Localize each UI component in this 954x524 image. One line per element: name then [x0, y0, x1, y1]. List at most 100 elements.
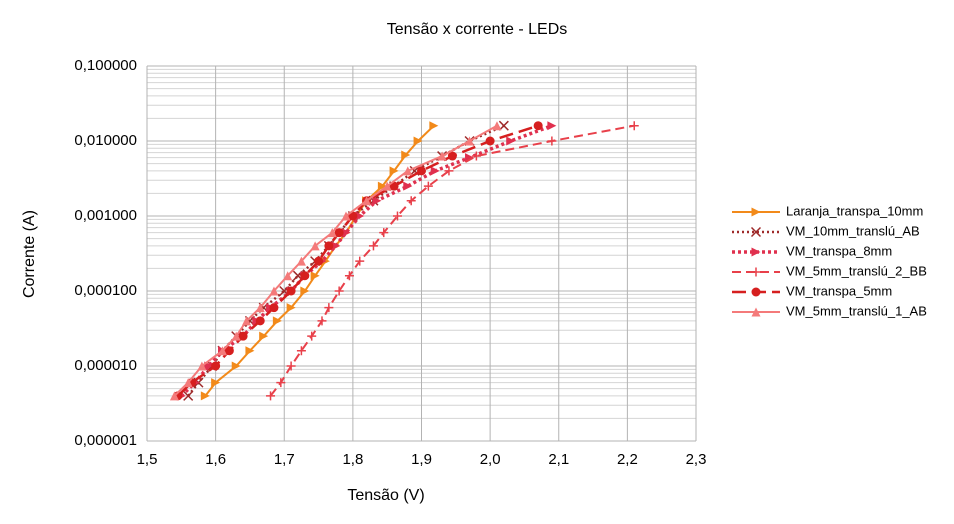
marker: [413, 136, 423, 146]
marker: [377, 181, 387, 191]
marker: [547, 121, 557, 131]
marker: [200, 391, 210, 401]
legend-label: VM_10mm_translú_AB: [786, 223, 920, 238]
marker: [211, 378, 221, 388]
marker: [401, 150, 411, 160]
x-tick-label: 1,7: [274, 451, 295, 468]
marker: [331, 241, 341, 251]
marker: [197, 361, 207, 371]
marker: [276, 378, 286, 388]
x-tick-label: 1,6: [205, 451, 226, 468]
x-axis-title: Tensão (V): [347, 487, 424, 504]
marker: [406, 196, 416, 206]
legend-label: VM_transpa_8mm: [786, 243, 892, 258]
marker: [272, 316, 282, 326]
marker: [751, 267, 761, 277]
marker: [506, 136, 516, 146]
marker: [430, 166, 440, 176]
marker: [341, 228, 351, 238]
marker: [498, 120, 509, 131]
marker: [310, 271, 320, 281]
x-tick-label: 2,1: [548, 451, 569, 468]
chart-title: Tensão x corrente - LEDs: [387, 21, 568, 38]
x-tick-label: 2,2: [617, 451, 638, 468]
marker: [465, 136, 475, 146]
marker: [269, 303, 279, 313]
legend-item: VM_transpa_5mm: [732, 283, 892, 298]
series-line: [173, 124, 498, 397]
legend-item: VM_5mm_translú_2_BB: [732, 263, 927, 278]
marker: [255, 316, 265, 326]
marker: [231, 361, 241, 371]
legend-label: Laranja_transpa_10mm: [786, 203, 923, 218]
marker: [183, 390, 194, 401]
marker: [389, 166, 399, 176]
marker: [283, 271, 293, 281]
marker: [217, 346, 227, 356]
legend-label: VM_5mm_translú_2_BB: [786, 263, 927, 278]
marker: [300, 286, 310, 296]
marker: [368, 241, 378, 251]
y-tick-label: 0,000001: [74, 432, 137, 449]
y-tick-label: 0,001000: [74, 207, 137, 224]
marker: [379, 228, 389, 238]
marker: [259, 331, 269, 341]
marker: [334, 286, 344, 296]
marker: [314, 256, 324, 266]
marker: [296, 346, 306, 356]
marker: [547, 136, 557, 146]
marker: [307, 331, 317, 341]
marker: [444, 166, 454, 176]
marker: [751, 287, 761, 297]
legend-label: VM_transpa_5mm: [786, 283, 892, 298]
marker: [751, 307, 761, 317]
marker: [485, 136, 495, 146]
y-tick-label: 0,100000: [74, 57, 137, 74]
marker: [266, 391, 276, 401]
marker: [750, 226, 762, 238]
legend-item: VM_10mm_translú_AB: [732, 223, 920, 238]
marker: [471, 151, 481, 161]
series-line: [180, 124, 553, 398]
marker: [341, 211, 351, 221]
marker: [372, 196, 382, 206]
x-tick-label: 1,8: [342, 451, 363, 468]
marker: [317, 316, 327, 326]
x-tick-label: 1,5: [137, 451, 158, 468]
marker: [355, 211, 365, 221]
marker: [286, 303, 296, 313]
marker: [242, 316, 252, 326]
marker: [327, 228, 337, 238]
marker: [751, 207, 761, 217]
legend-item: VM_5mm_translú_1_AB: [732, 303, 927, 318]
legend-item: VM_transpa_8mm: [732, 243, 892, 258]
marker: [269, 286, 279, 296]
marker: [417, 166, 426, 176]
marker: [310, 241, 320, 251]
y-tick-label: 0,000010: [74, 357, 137, 374]
x-tick-label: 2,0: [480, 451, 501, 468]
marker: [533, 121, 543, 131]
y-axis-title: Corrente (A): [21, 210, 38, 298]
marker: [224, 346, 234, 356]
marker: [362, 196, 372, 206]
marker: [296, 256, 306, 266]
marker: [437, 151, 447, 161]
marker: [183, 378, 193, 388]
marker: [238, 331, 248, 341]
marker: [300, 271, 310, 281]
marker: [403, 181, 413, 191]
legend-label: VM_5mm_translú_1_AB: [786, 303, 927, 318]
marker: [629, 121, 639, 131]
marker: [751, 247, 761, 257]
marker: [324, 303, 334, 313]
marker: [286, 286, 296, 296]
legend-item: Laranja_transpa_10mm: [732, 203, 923, 218]
marker: [231, 331, 241, 341]
marker: [344, 271, 354, 281]
marker: [492, 121, 502, 131]
marker: [382, 181, 392, 191]
y-tick-label: 0,000100: [74, 282, 137, 299]
marker: [211, 361, 221, 371]
